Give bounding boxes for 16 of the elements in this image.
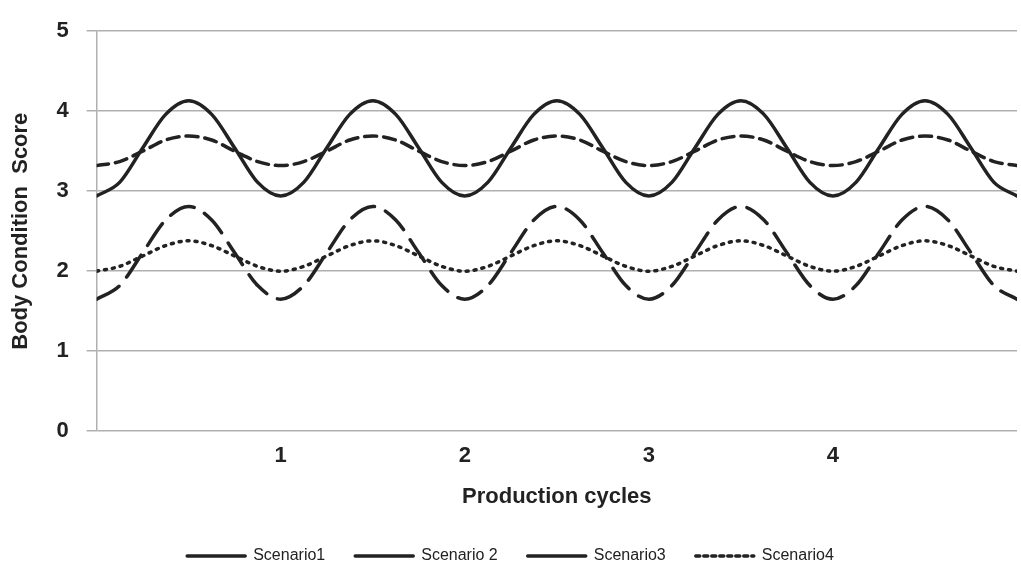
y-tick-label: 0 — [56, 417, 69, 443]
x-tick-label: 4 — [826, 442, 840, 468]
y-tick-label: 1 — [56, 337, 69, 363]
y-tick-label: 5 — [56, 17, 69, 43]
legend-label: Scenario4 — [761, 546, 834, 564]
y-tick-label: 4 — [56, 97, 70, 123]
y-tick-label: 2 — [56, 257, 69, 283]
legend-label: Scenario1 — [253, 546, 326, 564]
x-tick-label: 1 — [274, 442, 287, 468]
legend-label: Scenario3 — [593, 546, 666, 564]
x-tick-label: 3 — [642, 442, 655, 468]
y-axis-title: Body Condition Score — [7, 112, 33, 350]
x-tick-label: 2 — [458, 442, 471, 468]
x-axis-title: Production cycles — [462, 482, 652, 508]
legend-label: Scenario 2 — [421, 546, 498, 564]
y-tick-label: 3 — [56, 177, 69, 203]
